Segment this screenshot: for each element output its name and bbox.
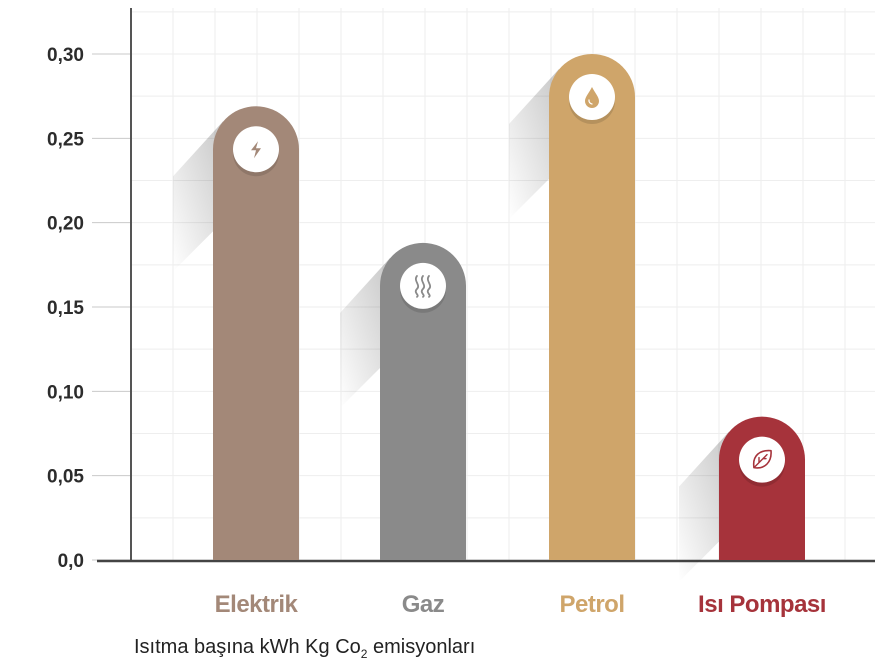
- caption-subscript: 2: [360, 647, 368, 661]
- x-category-label: Petrol: [559, 591, 624, 618]
- lightning-icon: [233, 126, 279, 177]
- bar-petrol: [509, 54, 635, 560]
- bar-shadow: [173, 121, 223, 272]
- bar-mark: [380, 242, 467, 560]
- category-labels: Elektrik Gaz Petrol Isı Pompası: [215, 591, 827, 618]
- axes: 0,0 0,05 0,10 0,15 0,20 0,25 0,30: [47, 8, 875, 572]
- bar-shadow: [509, 69, 559, 220]
- bar-elektrik: [173, 106, 299, 560]
- y-tick-label: 0,10: [47, 382, 84, 403]
- y-tick-label: 0,0: [58, 551, 84, 572]
- bar-isı-pompası: [679, 416, 805, 582]
- bars: [173, 54, 805, 582]
- chart-caption: Isıtma başına kWh Kg Co2 emisyonları: [134, 636, 475, 661]
- y-tick-label: 0,30: [47, 45, 84, 66]
- bar-mark: [549, 54, 635, 560]
- y-tick-label: 0,05: [47, 467, 84, 488]
- bar-gaz: [340, 242, 467, 560]
- x-category-label: Isı Pompası: [698, 591, 826, 618]
- caption-text: Isıtma başına kWh Kg Co: [134, 636, 361, 658]
- y-tick-label: 0,15: [47, 298, 84, 319]
- y-tick-label: 0,25: [47, 129, 84, 150]
- bar-mark: [213, 106, 299, 560]
- x-category-label: Gaz: [402, 591, 445, 618]
- caption-suffix: emisyonları: [367, 636, 476, 658]
- leaf-icon: [739, 436, 785, 487]
- heat-waves-icon: [400, 262, 446, 313]
- bar-shadow: [340, 257, 390, 408]
- y-tick-label: 0,20: [47, 214, 84, 235]
- bar-shadow: [679, 431, 729, 582]
- x-category-label: Elektrik: [215, 591, 299, 618]
- oil-drop-icon: [569, 74, 615, 124]
